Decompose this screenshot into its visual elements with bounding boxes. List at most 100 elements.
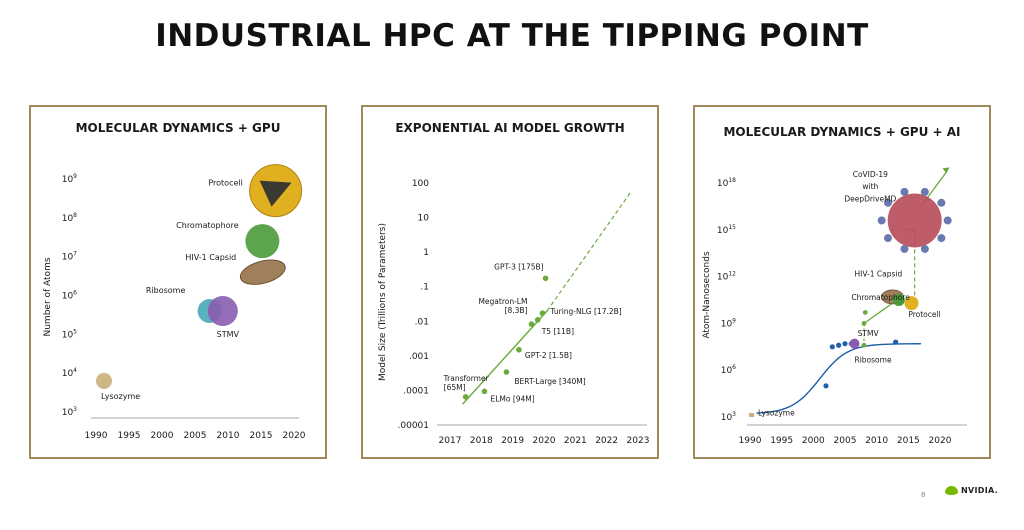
spike-protein-icon	[900, 187, 909, 196]
model-label: Megatron-LM	[478, 297, 527, 306]
y-tick-label: 1018	[717, 177, 736, 189]
y-tick-label: .0001	[403, 386, 429, 396]
model-point	[539, 310, 546, 316]
model-label: GPT-2 [1.5B]	[525, 351, 572, 360]
spike-protein-icon	[937, 234, 946, 243]
x-tick-label: 1995	[770, 436, 793, 446]
y-tick-label: 100	[412, 179, 429, 189]
protocell-cutaway	[259, 180, 292, 207]
spike-protein-icon	[937, 198, 946, 207]
molecule-label: Ribosome	[855, 355, 892, 364]
ai-point	[862, 310, 868, 315]
x-tick-label: 2019	[501, 436, 524, 446]
nvidia-logo: NVIDIA.	[945, 486, 998, 495]
y-axis-label: Model Size (Trillions of Parameters)	[378, 223, 388, 381]
molecule-label: Chromatophore	[176, 221, 239, 230]
model-point	[534, 317, 541, 323]
model-point	[503, 369, 510, 375]
ai-point	[861, 342, 867, 348]
molecule-label: Lysozyme	[758, 408, 795, 417]
x-tick-label: 1990	[739, 436, 762, 446]
md-gpu-curve	[756, 343, 922, 414]
molecule-label: STMV	[858, 329, 880, 338]
spike-protein-icon	[883, 198, 892, 207]
spike-protein-icon	[877, 216, 886, 225]
logo-text: NVIDIA.	[961, 486, 998, 495]
y-tick-label: 103	[721, 411, 736, 423]
x-tick-label: 2020	[533, 436, 556, 446]
y-tick-label: 103	[62, 406, 77, 418]
y-tick-label: 1	[423, 248, 429, 258]
x-tick-label: 2021	[564, 436, 587, 446]
ai-growth-chart: .00001 .0001 .001 .01 .1 1 10 100 2017 2018 2019 20…	[378, 179, 650, 446]
molecule-label: with	[862, 182, 878, 191]
molecule-label: CoVID-19	[853, 170, 888, 179]
md-point	[829, 344, 835, 350]
x-tick-label: 2005	[834, 436, 857, 446]
molecule-label: Lysozyme	[101, 392, 140, 401]
chart-panel-md-gpu-ai: MOLECULAR DYNAMICS + GPU + AI 103 106 109 1…	[693, 105, 991, 459]
chart-panel-ai-growth: EXPONENTIAL AI MODEL GROWTH .00001 .0001.…	[361, 105, 659, 459]
molecule-label: Protocell	[208, 179, 243, 188]
molecule-label: Ribosome	[146, 286, 186, 295]
md-point	[823, 383, 829, 389]
model-label: Transformer	[443, 374, 490, 383]
model-label: [65M]	[444, 383, 466, 392]
model-label: BERT-Large [340M]	[514, 377, 585, 386]
model-label: GPT-3 [175B]	[494, 262, 543, 271]
y-tick-label: 10	[418, 214, 430, 224]
lysozyme-molecule-icon	[749, 413, 754, 417]
model-point	[542, 275, 549, 282]
y-tick-label: 109	[62, 173, 77, 185]
x-tick-label: 2000	[802, 436, 825, 446]
y-tick-label: 107	[62, 251, 77, 263]
y-tick-label: 104	[62, 367, 77, 379]
x-tick-label: 2005	[184, 431, 207, 441]
x-tick-label: 2010	[217, 431, 240, 441]
y-tick-label: 1015	[717, 224, 736, 236]
x-tick-label: 2023	[627, 436, 650, 446]
spike-protein-icon	[883, 234, 892, 243]
y-tick-label: .001	[409, 352, 429, 362]
slide-title: INDUSTRIAL HPC AT THE TIPPING POINT	[155, 18, 869, 54]
molecule-label: HIV-1 Capsid	[185, 253, 236, 262]
y-axis-label: Atom-Nanoseconds	[702, 251, 712, 339]
x-tick-label: 2017	[439, 436, 462, 446]
molecule-label: STMV	[217, 330, 240, 339]
chart-title: EXPONENTIAL AI MODEL GROWTH	[395, 121, 625, 135]
model-point	[481, 388, 488, 395]
capsid-molecule-icon	[239, 259, 286, 285]
molecule-label: Chromatophore	[851, 293, 910, 302]
md-gpu-ai-chart: 103 106 109 1012 1015 1018 1990 1995 2000 2005 201…	[702, 167, 967, 446]
spike-protein-icon	[900, 244, 909, 253]
page-number: 8	[921, 491, 926, 499]
y-tick-label: 106	[721, 364, 736, 376]
model-label: Turing-NLG [17.2B]	[549, 307, 621, 316]
y-axis-label: Number of Atoms	[43, 257, 53, 336]
md-point	[893, 339, 899, 345]
y-tick-label: .00001	[398, 421, 430, 431]
arrow-head-icon	[942, 167, 950, 174]
y-tick-label: .1	[420, 283, 429, 293]
y-tick-label: 109	[721, 317, 736, 329]
y-tick-label: 105	[62, 328, 77, 340]
x-tick-label: 2015	[250, 431, 273, 441]
trend-projection-line	[546, 190, 633, 312]
y-tick-label: .01	[415, 317, 429, 327]
md-point	[836, 342, 842, 348]
model-point	[462, 394, 469, 400]
protocell-molecule-icon	[904, 296, 919, 311]
x-tick-label: 2020	[283, 431, 306, 441]
y-tick-label: 1012	[717, 271, 736, 283]
model-label: T5 [11B]	[541, 327, 574, 336]
x-tick-label: 1995	[118, 431, 141, 441]
covid-virus-icon	[887, 193, 942, 248]
x-tick-label: 1990	[85, 431, 108, 441]
chart-panel-md-gpu: MOLECULAR DYNAMICS + GPU 103 104 105 106 107…	[29, 105, 327, 459]
model-point	[516, 346, 522, 353]
x-tick-label: 2000	[151, 431, 174, 441]
spike-protein-icon	[943, 216, 952, 225]
x-tick-label: 2015	[897, 436, 920, 446]
x-tick-label: 2020	[929, 436, 952, 446]
spike-protein-icon	[920, 244, 929, 253]
